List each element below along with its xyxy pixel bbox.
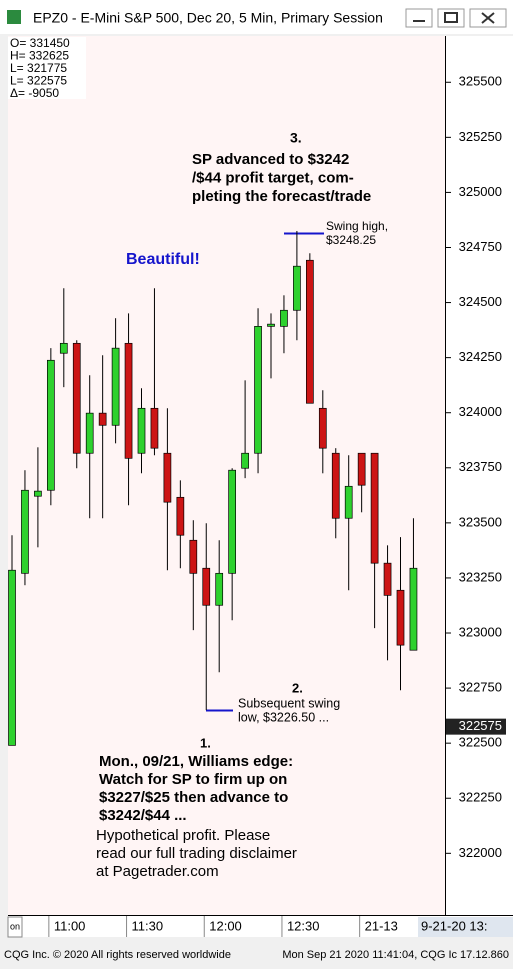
x-tick-label: 11:00	[54, 918, 86, 933]
candle-body	[344, 485, 353, 519]
y-tick-label: 324500	[459, 294, 502, 309]
candle-body	[124, 342, 133, 459]
annotation: low, $3226.50 ...	[238, 710, 329, 724]
date-label: 9-21-20 13:	[421, 918, 488, 933]
candle-body	[137, 407, 146, 454]
candle-body	[85, 412, 94, 454]
y-tick-label: 325500	[459, 74, 502, 89]
annotation: 2.	[292, 680, 303, 695]
corner-label: on	[10, 921, 20, 931]
y-tick-label: 324750	[459, 239, 502, 254]
maximize-button[interactable]	[437, 8, 465, 28]
candle-body	[163, 452, 172, 503]
candle-body	[306, 259, 314, 404]
candle-body	[59, 342, 68, 354]
info-line: L= 322575	[10, 74, 67, 88]
info-line: Δ= -9050	[10, 86, 59, 100]
candle-body	[241, 452, 249, 469]
annotation: Subsequent swing	[238, 696, 340, 710]
candle-body	[254, 326, 262, 454]
candle-body	[46, 359, 55, 491]
candle-body	[396, 589, 405, 646]
annotation: 1.	[200, 735, 211, 750]
info-line: H= 332625	[10, 49, 69, 63]
window-title: EPZ0 - E-Mini S&P 500, Dec 20, 5 Min, Pr…	[33, 10, 383, 26]
candle-body	[357, 452, 366, 486]
status-left: CQG Inc. © 2020 All rights reserved worl…	[4, 949, 231, 961]
info-box	[8, 37, 86, 99]
status-right: Mon Sep 21 2020 11:41:04, CQG Ic 17.12.8…	[282, 949, 509, 961]
annotation: SP advanced to $3242	[192, 151, 349, 168]
candle-body	[176, 496, 185, 536]
candle-body	[383, 562, 392, 596]
annotation: Beautiful!	[126, 251, 200, 268]
info-line: L= 321775	[10, 61, 67, 75]
annotation: /$44 profit target, com-	[192, 169, 354, 186]
icon	[481, 12, 495, 24]
candle-body	[21, 489, 29, 574]
annotation: read our full trading disclaimer	[96, 845, 297, 862]
y-tick-label: 323750	[459, 459, 502, 474]
price-axis	[446, 36, 513, 915]
price-axis-labels: 322000 322250 322500 322750 323000 323250 3235…	[459, 24, 502, 860]
y-tick-label: 323500	[459, 514, 502, 529]
candle-body	[72, 342, 81, 454]
last-price-label: 322575	[459, 718, 502, 733]
y-tick-label: 322750	[459, 680, 502, 695]
candle-body	[318, 407, 327, 449]
icon	[444, 12, 458, 23]
candle-body	[150, 407, 159, 449]
x-tick-label: 11:30	[132, 918, 164, 933]
app-icon	[7, 10, 21, 24]
annotation: pleting the forecast/trade	[192, 188, 371, 205]
candle-body	[34, 490, 42, 497]
y-tick-label: 323250	[459, 569, 502, 584]
y-tick-label: 323000	[459, 624, 502, 639]
candle-body	[8, 569, 16, 746]
candle-body	[370, 452, 379, 564]
candle-body	[228, 469, 236, 574]
annotation: $3227/$25 then advance to	[99, 789, 288, 806]
candle-body	[280, 309, 288, 327]
annotation: 3.	[290, 130, 302, 146]
corner-box	[7, 916, 23, 938]
y-tick-label: 324250	[459, 349, 502, 364]
status-bar	[0, 940, 513, 964]
window-buttons[interactable]	[405, 8, 507, 28]
candle-body	[111, 347, 120, 426]
candle-body	[409, 567, 418, 651]
x-tick-label: 12:30	[287, 918, 320, 933]
candle-body	[98, 412, 107, 426]
candle-body	[215, 572, 224, 606]
candle-body	[331, 452, 340, 519]
date-box	[418, 917, 513, 937]
last-price-box	[446, 718, 506, 735]
minimize-button[interactable]	[405, 8, 433, 28]
candle-body	[267, 323, 275, 327]
y-tick-label: 322000	[459, 845, 502, 860]
y-tick-label: 325250	[459, 129, 502, 144]
y-tick-label: 324000	[459, 404, 502, 419]
candle-body	[293, 265, 301, 311]
candle-body	[202, 567, 211, 606]
annotation: Mon., 09/21, Williams edge:	[99, 753, 293, 770]
annotation: at Pagetrader.com	[96, 863, 219, 880]
annotation: Hypothetical profit. Please	[96, 827, 270, 844]
info-line: O= 331450	[10, 36, 70, 50]
candle-body	[189, 539, 198, 574]
x-tick-label: 12:00	[209, 918, 242, 933]
y-tick-label: 322500	[459, 735, 502, 750]
y-tick-label: 322250	[459, 790, 502, 805]
annotation: Swing high,	[326, 219, 388, 233]
annotation: $3248.25	[326, 233, 376, 247]
y-tick-label: 325000	[459, 184, 502, 199]
time-axis	[8, 915, 513, 937]
x-tick-label: 21-13	[365, 918, 398, 933]
annotation: $3242/$44 ...	[99, 807, 187, 824]
top-price-label: 325725	[459, 24, 502, 39]
annotation: Watch for SP to firm up on	[99, 771, 287, 788]
